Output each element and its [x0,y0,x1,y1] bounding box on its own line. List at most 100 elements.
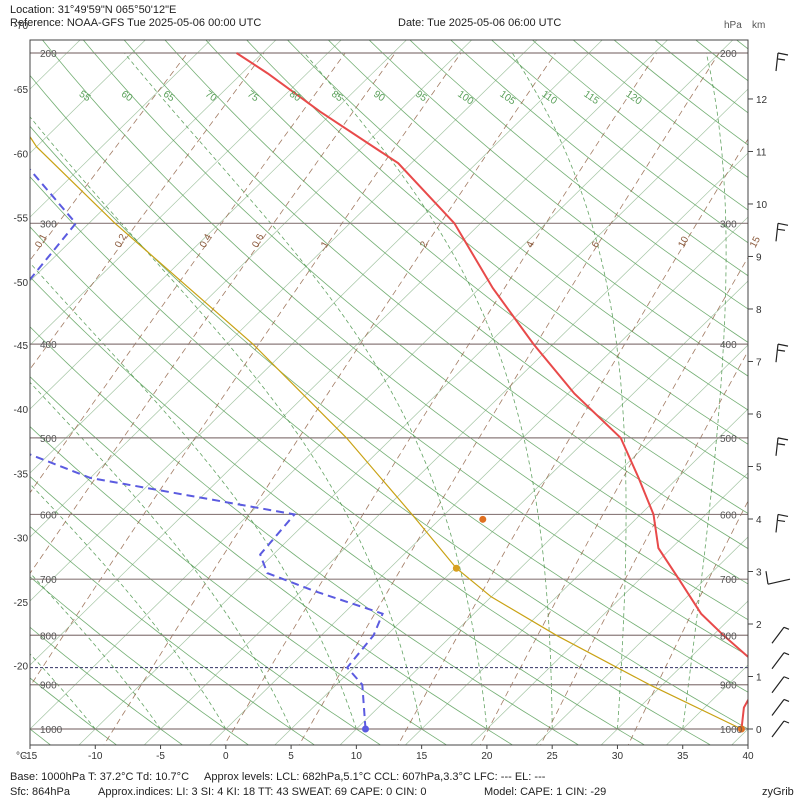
left-temp-label: -35 [14,469,29,480]
x-tick-label: 30 [612,751,624,762]
dry-adiabat-label: 115 [581,89,601,107]
dry-adiabat [531,40,748,211]
dry-adiabat [30,677,118,745]
wind-barb-flag [783,626,790,630]
wind-barb-flag [783,652,790,656]
pressure-label-left: 400 [40,340,57,351]
dry-adiabat [30,226,712,745]
moist-adiabat [682,52,727,730]
footer-levels: Approx levels: LCL: 682hPa,5.1°C CCL: 60… [204,771,546,783]
wind-barb-flag [777,443,786,446]
dry-adiabat [30,125,748,693]
pressure-label-right: 600 [720,510,737,521]
wind-barb-flag [777,519,786,523]
isotherm-line [30,40,277,282]
mixing-ratio-label: 0.6 [250,232,266,250]
dry-adiabat [737,9,800,750]
wind-barb-staff [767,578,791,585]
left-temp-label: -70 [14,21,29,32]
left-temp-label: -65 [14,85,29,96]
km-label: 11 [756,147,767,158]
wind-barb-flag [777,52,789,56]
dry-adiabat [123,40,748,550]
wind-barb-staff [771,720,785,738]
wind-barb-staff [771,676,785,694]
hpa-unit-label: hPa [724,20,742,31]
dry-adiabat-label: 120 [624,89,644,108]
km-label: 10 [756,200,768,211]
marker-base-temperature [737,725,745,733]
dry-adiabat-label: 75 [245,89,261,105]
km-label: 12 [756,95,768,106]
pressure-label-left: 500 [40,434,57,445]
temperature-profile [235,52,748,730]
wind-barb-staff [775,223,779,242]
dry-adiabat [286,40,748,411]
dry-adiabat [368,40,748,343]
mixing-ratio-label: 1 [319,239,332,249]
pressure-label-right: 800 [720,631,737,642]
dry-adiabat-label: 65 [161,89,177,105]
dry-adiabat [409,40,748,310]
wind-barb-flag [783,698,790,703]
wind-barb-staff [775,437,779,456]
x-tick-label: 0 [223,751,229,762]
isotherm-line [78,88,748,745]
x-tick-label: 5 [288,751,294,762]
left-temp-label: -60 [14,149,29,160]
wind-barb-flag [777,222,789,226]
pressure-label-left: 600 [40,510,57,521]
dry-adiabat [572,40,748,178]
mixing-ratio-line [30,52,188,261]
isotherm-line [470,472,748,745]
dry-adiabat [41,40,748,621]
moist-adiabat [30,262,357,730]
isotherm-line [30,40,146,154]
moist-adiabat [511,52,627,730]
isotherm-line [30,40,473,474]
pressure-label-left: 1000 [40,725,63,736]
isotherm-line [208,216,748,745]
dry-adiabat [30,276,646,745]
isotherm-line [30,40,212,218]
footer-base: Base: 1000hPa T: 37.2°C Td: 10.7°C [10,771,190,783]
isotherm-line [143,152,748,745]
pressure-label-right: 900 [720,681,737,692]
pressure-label-right: 300 [720,219,737,230]
mixing-ratio-label: 4 [524,239,537,249]
km-label: 2 [756,620,762,631]
mixing-ratio-line [397,138,748,745]
left-temp-label: -45 [14,341,29,352]
mixing-ratio-label: 15 [748,234,763,249]
moist-adiabat [30,483,227,730]
km-label: 8 [756,305,762,316]
dry-adiabat-label: 90 [371,89,387,105]
moist-adiabat [304,52,553,729]
mixing-ratio-label: 6 [590,239,603,249]
wind-barb [765,571,791,585]
dry-adiabat [490,40,748,244]
left-temp-label: -30 [14,534,29,545]
mixing-ratio-label: 10 [676,234,691,249]
wind-barb [771,720,790,738]
wind-barb-flag [777,343,789,347]
x-tick-label: 25 [547,751,559,762]
km-label: 3 [756,567,762,578]
isotherm-line [30,40,669,666]
isotherm-line [274,280,748,745]
km-label: 4 [756,515,762,526]
dry-adiabat [613,40,748,146]
footer-indices: Approx.indices: LI: 3 SI: 4 KI: 18 TT: 4… [98,786,427,798]
plot-area [30,9,800,750]
x-tick-label: 15 [416,751,428,762]
isotherm-line [30,40,407,410]
isotherm-line [600,600,748,745]
left-temp-label: -55 [14,214,29,225]
mixing-ratio-line [298,52,720,745]
dry-adiabat-label: 60 [119,89,135,105]
pressure-label-left: 800 [40,631,57,642]
dry-adiabat-label: 55 [77,89,93,105]
dry-adiabat [30,525,316,745]
reference-label: Reference: NOAA-GFS Tue 2025-05-06 00:00… [10,17,262,29]
